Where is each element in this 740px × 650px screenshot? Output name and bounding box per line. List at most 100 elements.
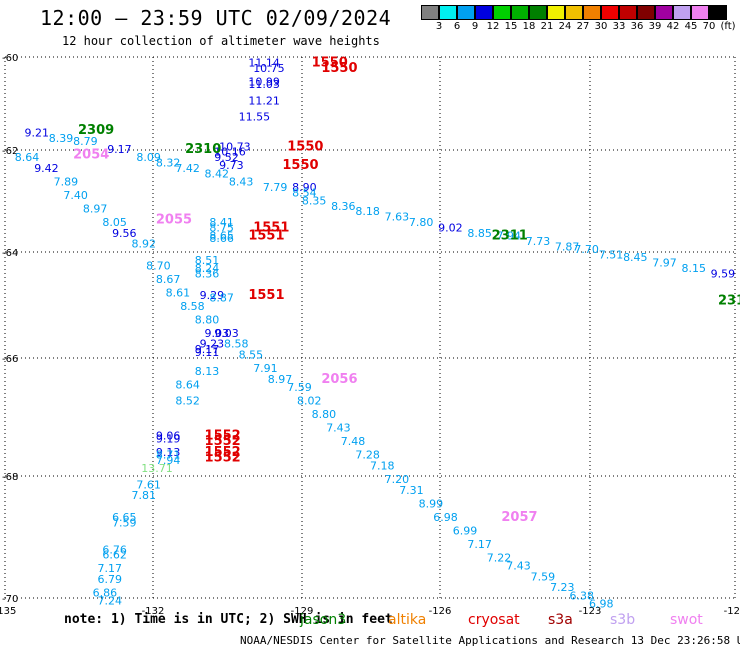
pass-number-label: 2056 <box>321 372 357 387</box>
wave-height-label: 6.65 <box>112 511 137 524</box>
pass-number-label: 2054 <box>73 147 109 162</box>
color-scale-swatch <box>475 5 493 20</box>
color-scale-swatch <box>691 5 709 20</box>
color-scale-swatch <box>583 5 601 20</box>
wave-height-label: 8.66 <box>209 232 234 245</box>
wave-height-label: 6.38 <box>570 589 595 602</box>
wave-height-label: 8.80 <box>195 313 220 326</box>
y-tick-label: -66 <box>2 354 18 365</box>
wave-height-label: 8.80 <box>312 408 337 421</box>
color-scale-label: 27 <box>576 21 590 32</box>
wave-height-label: 7.28 <box>355 449 380 462</box>
wave-height-label: 7.43 <box>506 560 531 573</box>
wave-height-label: 8.79 <box>73 135 98 148</box>
wave-height-label: 8.39 <box>49 132 74 145</box>
wave-height-label: 9.02 <box>438 221 463 234</box>
wave-height-label: 7.59 <box>287 381 312 394</box>
wave-height-label: 8.15 <box>681 262 706 275</box>
color-scale-swatch <box>493 5 511 20</box>
x-tick-label: -135 <box>0 606 16 617</box>
color-scale-label: 36 <box>630 21 644 32</box>
color-scale-swatch <box>421 5 439 20</box>
wave-height-label: 8.64 <box>15 151 40 164</box>
color-scale-label: 30 <box>594 21 608 32</box>
wave-height-label: 13.71 <box>141 462 173 475</box>
wave-height-label: 9.06 <box>156 430 181 443</box>
wave-height-label: 8.71 <box>156 449 181 462</box>
wave-height-label: 8.42 <box>205 167 230 180</box>
wave-height-label: 7.51 <box>599 248 624 261</box>
wave-height-label: 9.19 <box>156 432 181 445</box>
wave-height-label: 7.80 <box>409 216 434 229</box>
color-scale-label: 15 <box>504 21 518 32</box>
pass-number-label: 1552 <box>205 434 241 449</box>
mission-label-swot: swot <box>670 612 703 628</box>
color-scale-label: 9 <box>471 21 479 32</box>
chart-subtitle: 12 hour collection of altimeter wave hei… <box>62 34 380 48</box>
color-scale-label: 45 <box>684 21 698 32</box>
wave-height-label: 8.36 <box>331 200 356 213</box>
pass-number-label: 1551 <box>248 288 284 303</box>
wave-height-label: 8.54 <box>292 186 317 199</box>
wave-height-label: 8.45 <box>623 251 648 264</box>
y-tick-label: -60 <box>2 53 18 64</box>
wave-height-label: 9.11 <box>195 346 220 359</box>
wave-height-label: 8.58 <box>224 338 249 351</box>
color-scale-swatch <box>529 5 547 20</box>
wave-height-label: 10.75 <box>253 62 285 75</box>
wave-height-label: 8.97 <box>83 202 108 215</box>
wave-height-label: 9.73 <box>219 159 244 172</box>
wave-height-label: 6.99 <box>453 524 478 537</box>
color-scale-label: 39 <box>648 21 662 32</box>
wave-height-label: 7.97 <box>652 257 677 270</box>
wave-height-label: 9.52 <box>214 151 239 164</box>
color-scale-label: 18 <box>522 21 536 32</box>
footnote: note: 1) Time is in UTC; 2) SWH is in fe… <box>64 612 393 627</box>
x-tick-label: -129 <box>291 606 314 617</box>
wave-height-label: 8.24 <box>195 262 220 275</box>
wave-height-label: 8.18 <box>355 205 380 218</box>
color-scale-label: 21 <box>540 21 554 32</box>
wave-height-label: 7.40 <box>63 189 88 202</box>
wave-height-label: 7.61 <box>136 478 161 491</box>
color-scale-swatch <box>673 5 691 20</box>
wave-height-label: 10.16 <box>214 146 246 159</box>
wave-height-label: 7.94 <box>156 454 181 467</box>
wave-height-label: 9.59 <box>711 267 736 280</box>
mission-legend: jason3 altika cryosat s3a s3b swot <box>300 612 740 630</box>
wave-height-label: 7.31 <box>399 484 424 497</box>
wave-height-label: 8.43 <box>229 175 254 188</box>
wave-height-label: 9.23 <box>200 338 225 351</box>
wave-height-label: 9.17 <box>107 143 132 156</box>
pass-number-label: 2311 <box>492 229 528 244</box>
color-scale-label: 6 <box>453 21 461 32</box>
wave-height-label: 8.05 <box>102 216 127 229</box>
wave-height-label: 11.21 <box>248 94 279 107</box>
wave-height-label: 6.76 <box>102 543 127 556</box>
wave-height-label: 7.63 <box>385 211 410 224</box>
pass-number-label: 1550 <box>282 158 318 173</box>
wave-height-label: 7.18 <box>370 459 395 472</box>
x-tick-label: -126 <box>429 606 452 617</box>
wave-height-label: 8.51 <box>195 254 220 267</box>
wave-height-label: 7.79 <box>263 181 288 194</box>
wave-height-label: 8.61 <box>166 286 191 299</box>
y-tick-label: -70 <box>2 594 18 605</box>
wave-height-label: 8.65 <box>209 230 234 243</box>
y-tick-label: -62 <box>2 146 18 157</box>
wave-height-label: 11.55 <box>239 111 271 124</box>
chart-title: 12:00 – 23:59 UTC 02/09/2024 <box>40 6 392 30</box>
pass-number-label: 2055 <box>156 212 192 227</box>
wave-height-label: 8.97 <box>268 373 293 386</box>
pass-number-label: 1551 <box>248 229 284 244</box>
wave-height-label: 8.90 <box>292 181 317 194</box>
color-scale-label: 33 <box>612 21 626 32</box>
pass-number-label: 1552 <box>205 445 241 460</box>
wave-height-label: 7.87 <box>555 240 580 253</box>
wave-height-label: 8.87 <box>209 292 234 305</box>
wave-height-label: 6.98 <box>589 597 614 610</box>
wave-height-label: 9.56 <box>112 227 137 240</box>
color-scale-swatch <box>457 5 475 20</box>
wave-height-label: 7.48 <box>341 435 366 448</box>
